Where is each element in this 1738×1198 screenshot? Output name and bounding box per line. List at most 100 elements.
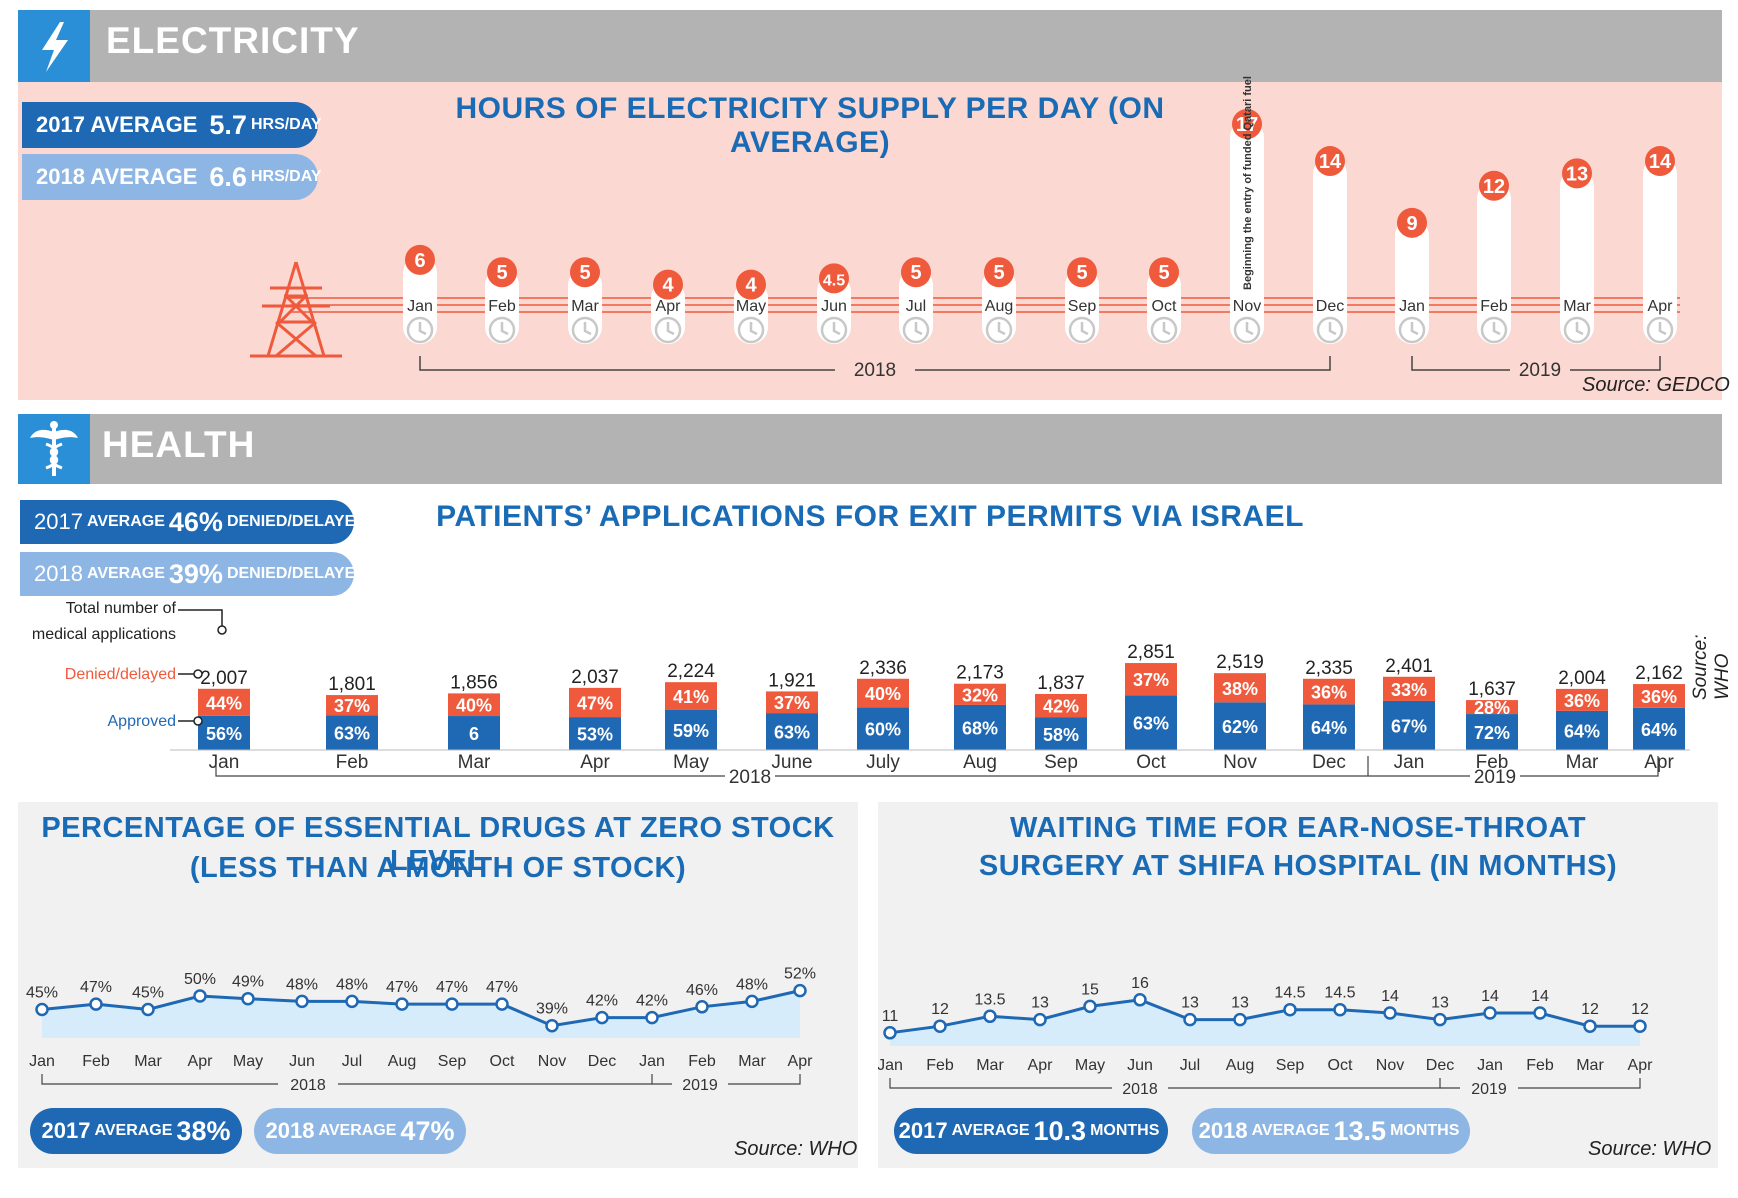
approved-bar [1383,700,1435,750]
month-label: Feb [1480,298,1508,315]
series-line [889,998,1640,1035]
ent-chart-title-line2: SURGERY AT SHIFA HOSPITAL (IN MONTHS) [978,850,1618,882]
data-point [645,1010,659,1025]
approved-bar [569,717,621,750]
data-label: 45% [132,985,164,1002]
total-label: 1,801 [328,674,376,695]
approved-pct-label: 59% [673,721,709,741]
month-label: Apr [1028,1057,1054,1074]
value-label: 4 [745,275,757,297]
month-label: Jan [1477,1057,1503,1074]
month-label: May [1075,1057,1105,1074]
approved-pct-label: 62% [1222,717,1258,737]
denied-bar [198,688,250,716]
data-label: 11 [882,1008,899,1025]
month-label: Jan [29,1053,55,1070]
denied-bar [448,693,500,717]
month-label: Mar [134,1053,162,1070]
month-label: May [233,1053,263,1070]
avg-2018-label: 2018 AVERAGE [36,164,198,189]
month-label: Nov [538,1053,566,1070]
approved-bar [665,709,717,750]
data-point [745,994,759,1009]
month-label: Nov [1233,298,1261,315]
month-label: Dec [1312,752,1346,773]
year-label-2019: 2019 [1474,767,1516,788]
month-label: Apr [788,1053,814,1070]
data-point [35,1002,49,1017]
data-point [395,997,409,1011]
month-label: Feb [488,298,516,315]
denied-bar [857,678,909,708]
data-label: 12 [1631,1001,1649,1018]
clock-icon [902,316,930,344]
value-bubble [1397,207,1427,238]
data-label: 47% [486,979,518,996]
total-label: 2,162 [1635,663,1683,684]
value-label: 9 [1406,213,1417,235]
clock-icon [1480,316,1508,344]
ent-avg-2017-value: 10.3 [1033,1115,1087,1146]
clock-icon [406,316,434,344]
value-label: 5 [910,262,921,284]
month-label: Sep [1044,752,1078,773]
data-label: 14 [1481,988,1499,1005]
denied-bar [1383,676,1435,701]
month-label: Jan [407,298,433,315]
total-label: 2,037 [571,667,619,688]
data-point [933,1019,947,1033]
approved-pct-label: 63% [774,723,810,743]
avg-2018-badge: 2018 AVERAGE 6.6 HRS/DAY [22,154,322,200]
denied-pct-label: 36% [1641,687,1677,707]
approved-bar [1125,695,1177,750]
qatari-fuel-annotation: Beginning the entry of funded Qatari fue… [1242,76,1254,290]
data-label: 14.5 [1324,985,1355,1002]
supply-bar [899,268,933,344]
data-point [1083,999,1097,1014]
denied-pct-label: 36% [1564,691,1600,711]
year-label-2019: 2019 [1471,1081,1507,1098]
denied-bar [326,695,378,716]
drugs-panel [18,802,858,1168]
year-bracket-2019 [1368,756,1659,777]
data-label: 47% [386,979,418,996]
data-label: 46% [686,982,718,999]
data-label: 12 [1581,1001,1599,1018]
ent-chart: 11 Jan 12 Feb 13.5 Mar 13 Apr 15 May 16 Jun 13 Jul 13 A… [878,975,1653,1098]
data-label: 48% [336,976,368,993]
drugs-avg-2018-year: 2018 [265,1118,315,1143]
month-label: Nov [1376,1057,1404,1074]
year-label-2018: 2018 [1122,1081,1158,1098]
ent-avg-2018-year: 2018 [1198,1118,1248,1143]
month-label: Oct [1328,1057,1353,1074]
health-header-band [18,414,1722,484]
year-bracket-2019 [1440,1078,1641,1089]
value-label: 5 [993,262,1004,284]
ent-avg-2017-unit: MONTHS [1090,1122,1160,1139]
permits-chart-title: PATIENTS’ APPLICATIONS FOR EXIT PERMITS … [436,500,1304,533]
month-label: Mar [1576,1057,1604,1074]
value-bubble [984,257,1014,288]
data-point [1233,1012,1247,1027]
data-point [545,1018,559,1033]
total-label: 2,401 [1385,656,1433,677]
value-label: 14 [1649,151,1672,173]
data-label: 14.5 [1274,985,1305,1002]
drugs-avg-2018-value: 47% [400,1115,455,1146]
month-label: Sep [1276,1057,1305,1074]
value-bubble [1645,146,1675,177]
avg-2018-unit: HRS/DAY [250,168,322,185]
month-label: Jul [906,298,926,315]
year-label-2018: 2018 [290,1077,326,1094]
data-label: 12 [931,1001,949,1018]
value-label: 6 [414,250,425,272]
month-label: Feb [926,1057,954,1074]
year-label-2018: 2018 [729,767,771,788]
data-label: 49% [232,974,264,991]
area-fill [42,990,800,1038]
data-point [89,997,103,1011]
clock-icon [1563,316,1591,344]
data-label: 47% [80,979,112,996]
permits-avg-2018-value: 39% [168,558,223,589]
drugs-chart-title-line1: PERCENTAGE OF ESSENTIAL DRUGS AT ZERO ST… [41,812,835,877]
